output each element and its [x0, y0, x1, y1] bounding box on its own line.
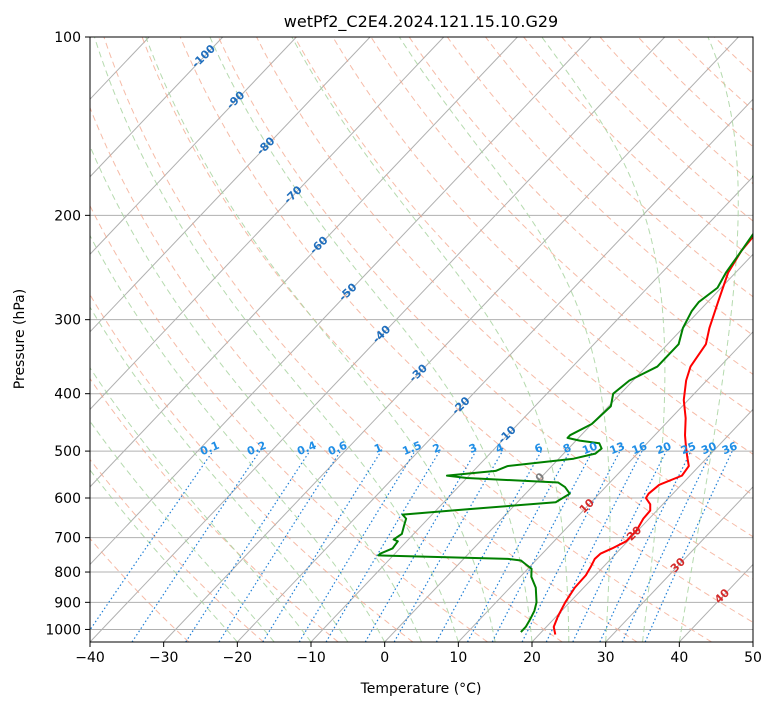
plot-frame	[89, 36, 754, 643]
mixing-ratio-label: 2	[431, 441, 443, 456]
y-tick-label: 100	[54, 30, 81, 46]
dry-adiabat-line	[90, 293, 414, 642]
mixing-ratio-line	[572, 450, 667, 642]
mixing-ratio-line	[90, 450, 214, 631]
isotherm-line	[90, 37, 224, 178]
moist-adiabat-line	[541, 37, 666, 642]
moist-adiabat-line	[90, 234, 386, 642]
moist-adiabat-line	[398, 37, 611, 642]
dry-adiabat-line	[217, 37, 753, 580]
dry-adiabat-line	[370, 37, 753, 415]
isotherm-line	[90, 37, 592, 566]
isotherm-line	[531, 408, 753, 642]
x-tick-label: −10	[296, 650, 326, 666]
moist-adiabat-line	[90, 420, 275, 642]
y-tick-label: 700	[54, 531, 81, 547]
y-tick-label: 800	[54, 565, 81, 581]
background-lines	[90, 37, 753, 642]
mixing-ratio-line	[218, 450, 342, 642]
dry-adiabat-line	[90, 106, 563, 642]
mixing-ratio-label: 13	[608, 440, 627, 458]
dry-adiabat-line	[446, 37, 753, 336]
moist-adiabat-line	[209, 37, 533, 642]
mixing-ratio-label: 36	[720, 439, 739, 457]
moist-adiabat-line	[90, 144, 422, 642]
isotherm-line	[605, 486, 753, 642]
mixing-ratio-label: 25	[679, 440, 698, 458]
mixing-ratio-label: 20	[654, 439, 673, 457]
y-tick-label: 400	[54, 387, 81, 403]
isotherm-line	[384, 253, 753, 642]
dry-adiabat-line	[599, 37, 753, 185]
dry-adiabat-line	[90, 458, 264, 642]
isotherm-line	[90, 37, 297, 256]
temperature-line	[552, 235, 753, 635]
mixing-ratio-line	[298, 450, 416, 642]
mixing-ratio-line	[435, 450, 542, 642]
mixing-ratio-line	[621, 450, 713, 642]
y-tick-label: 600	[54, 491, 81, 507]
x-tick-label: 10	[449, 650, 467, 666]
mixing-ratio-line	[599, 450, 692, 642]
moist-adiabat-line	[90, 469, 238, 642]
moist-adiabat-line	[291, 37, 570, 642]
mixing-ratio-label: 16	[630, 439, 649, 457]
isotherm-line	[90, 37, 518, 488]
isotherm-line	[236, 98, 753, 642]
y-tick-label: 300	[54, 313, 81, 329]
dry-adiabat-line	[90, 377, 339, 642]
sounding-series	[377, 173, 753, 635]
x-tick-label: 20	[523, 650, 541, 666]
dry-adiabat-line	[179, 37, 753, 623]
isotherm-line	[163, 37, 739, 642]
isotherm-line	[90, 37, 445, 411]
mixing-ratio-line	[393, 450, 504, 642]
axis-ticks: −40 −30 −20 −10 0 10 20 30 40 50 100 200 300 400 500 60…	[45, 30, 762, 666]
x-tick-label: −20	[223, 650, 253, 666]
y-axis-label: Pressure (hPa)	[12, 289, 28, 389]
y-tick-label: 900	[54, 595, 81, 611]
mixing-ratio-label: 8	[561, 441, 573, 456]
x-tick-label: 50	[744, 650, 762, 666]
grid-lines	[90, 37, 753, 642]
moist-adiabat-line	[678, 37, 739, 642]
x-tick-label: 30	[597, 650, 615, 666]
y-tick-label: 500	[54, 444, 81, 460]
mixing-ratio-label: 3	[467, 441, 479, 456]
mixing-ratio-line	[262, 450, 382, 642]
mixing-ratio-line	[644, 450, 733, 642]
y-tick-label: 200	[54, 208, 81, 224]
dry-adiabat-line	[141, 37, 712, 642]
isotherm-line	[90, 37, 371, 333]
mixing-ratio-line	[364, 450, 477, 642]
dry-adiabat-line	[637, 37, 753, 148]
dewpoint-line	[377, 173, 753, 633]
moist-adiabat-line	[90, 306, 349, 642]
x-tick-label: −30	[149, 650, 179, 666]
mixing-ratio-label: 30	[699, 439, 718, 457]
x-tick-label: 40	[670, 650, 688, 666]
plot-background	[90, 37, 753, 642]
moist-adiabat-line	[145, 37, 496, 642]
moist-adiabat-line	[93, 37, 459, 642]
x-axis-label: Temperature (°C)	[360, 681, 482, 697]
x-tick-label: −40	[75, 650, 105, 666]
dry-adiabat-line	[485, 37, 753, 298]
mixing-ratio-label: 1	[372, 441, 384, 456]
chart-title: wetPf2_C2E4.2024.121.15.10.G29	[284, 12, 558, 32]
dry-adiabat-line	[332, 37, 753, 455]
x-tick-label: 0	[380, 650, 389, 666]
y-tick-label: 1000	[45, 622, 81, 638]
mixing-ratio-line	[325, 450, 441, 642]
moist-adiabat-line	[90, 366, 312, 642]
dry-adiabat-line	[294, 37, 753, 496]
mixing-ratio-label: 10	[580, 439, 599, 457]
isotherm-line	[457, 331, 753, 642]
dry-adiabat-line	[408, 37, 753, 375]
dry-adiabat-line	[103, 37, 638, 642]
